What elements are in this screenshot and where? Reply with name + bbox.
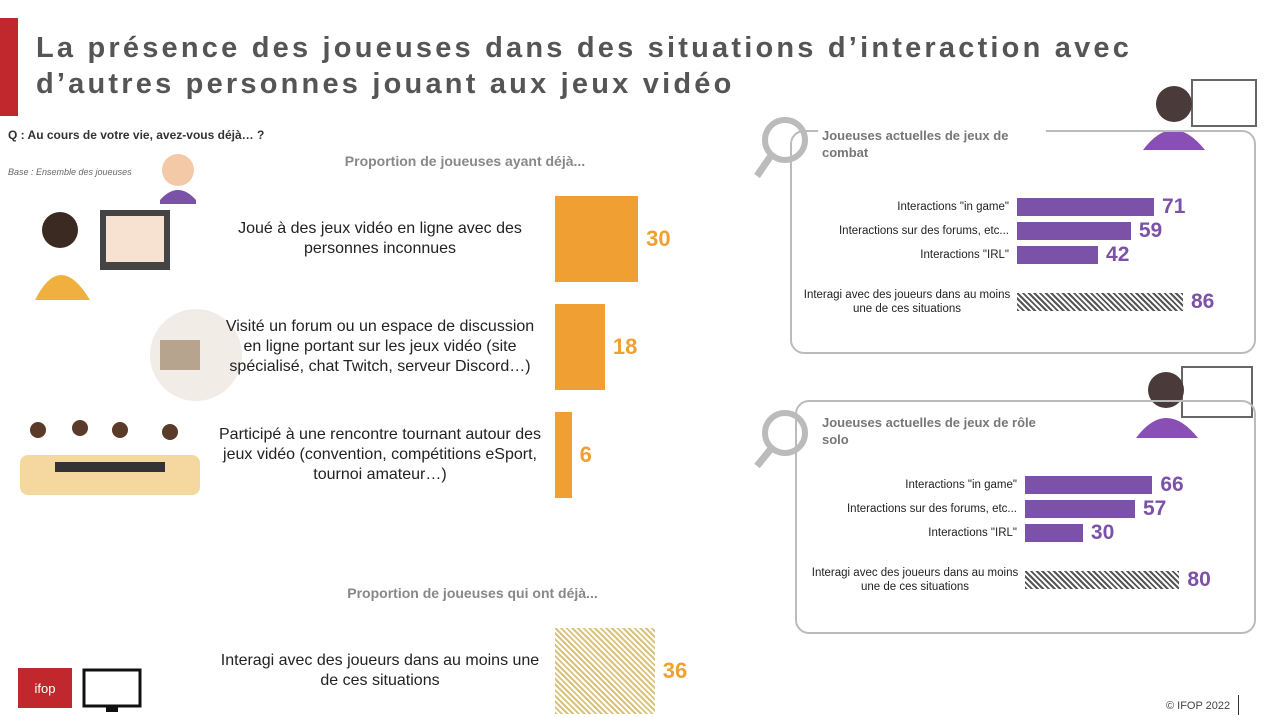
category-label: Interagi avec des joueurs dans au moins … bbox=[811, 567, 1019, 593]
panel bbox=[790, 130, 1256, 354]
panel bbox=[795, 400, 1256, 634]
bar bbox=[1025, 500, 1135, 518]
chart-subtitle: Proportion de joueuses ayant déjà... bbox=[344, 153, 586, 169]
category-label: Interactions "in game" bbox=[897, 201, 1009, 213]
category-label: Interactions "IRL" bbox=[928, 527, 1017, 539]
bar bbox=[1025, 571, 1180, 589]
value-label: 59 bbox=[1138, 219, 1163, 243]
category-label: Interactions "in game" bbox=[905, 479, 1017, 491]
panel-title: Joueuses actuelles de jeux de rôle solo bbox=[818, 414, 1046, 448]
category-label: Participé à une rencontre tournant autou… bbox=[219, 426, 541, 483]
value-label: 42 bbox=[1106, 243, 1130, 267]
separator bbox=[1238, 695, 1239, 715]
illustration-left bbox=[20, 154, 242, 495]
value-label: 71 bbox=[1162, 195, 1186, 219]
value-label: 18 bbox=[612, 333, 638, 359]
value-label: 36 bbox=[662, 657, 688, 683]
value-label: 66 bbox=[1160, 473, 1184, 497]
base-note: Base : Ensemble des joueuses bbox=[8, 167, 132, 177]
bar bbox=[1017, 222, 1131, 240]
bar bbox=[1025, 524, 1083, 542]
bar bbox=[555, 628, 655, 714]
panel-title: Joueuses actuelles de jeux de combat bbox=[818, 127, 1046, 161]
bar bbox=[555, 304, 605, 390]
category-label: Visité un forum ou un espace de discussi… bbox=[225, 318, 535, 375]
category-label: Interactions sur des forums, etc... bbox=[846, 503, 1017, 515]
value-label: 30 bbox=[1090, 521, 1115, 545]
copyright: © IFOP 2022 bbox=[1166, 700, 1231, 712]
page-title: La présence des joueuses dans des situat… bbox=[36, 32, 1133, 100]
question: Q : Au cours de votre vie, avez-vous déj… bbox=[8, 128, 265, 142]
category-label: Interagi avec des joueurs dans au moins … bbox=[220, 652, 540, 689]
logos: ifop bbox=[18, 668, 142, 712]
value-label: 80 bbox=[1187, 568, 1211, 592]
value-label: 86 bbox=[1190, 290, 1215, 314]
logo-text: ifop bbox=[35, 681, 56, 696]
category-label: Interactions sur des forums, etc... bbox=[838, 225, 1009, 237]
value-label: 6 bbox=[579, 441, 592, 467]
bar bbox=[1017, 198, 1155, 216]
bar bbox=[555, 196, 639, 282]
value-label: 57 bbox=[1143, 497, 1167, 521]
illustration-right bbox=[754, 79, 1257, 469]
category-label: Interagi avec des joueurs dans au moins … bbox=[803, 289, 1011, 315]
value-label: 30 bbox=[646, 225, 671, 251]
bar bbox=[1017, 293, 1183, 311]
chart-subtitle: Proportion de joueuses qui ont déjà... bbox=[347, 585, 598, 601]
category-label: Joué à des jeux vidéo en ligne avec des … bbox=[238, 220, 522, 257]
accent-bar bbox=[0, 18, 18, 116]
bar bbox=[1025, 476, 1153, 494]
bar bbox=[555, 412, 572, 498]
category-label: Interactions "IRL" bbox=[920, 249, 1009, 261]
bar bbox=[1017, 246, 1099, 264]
